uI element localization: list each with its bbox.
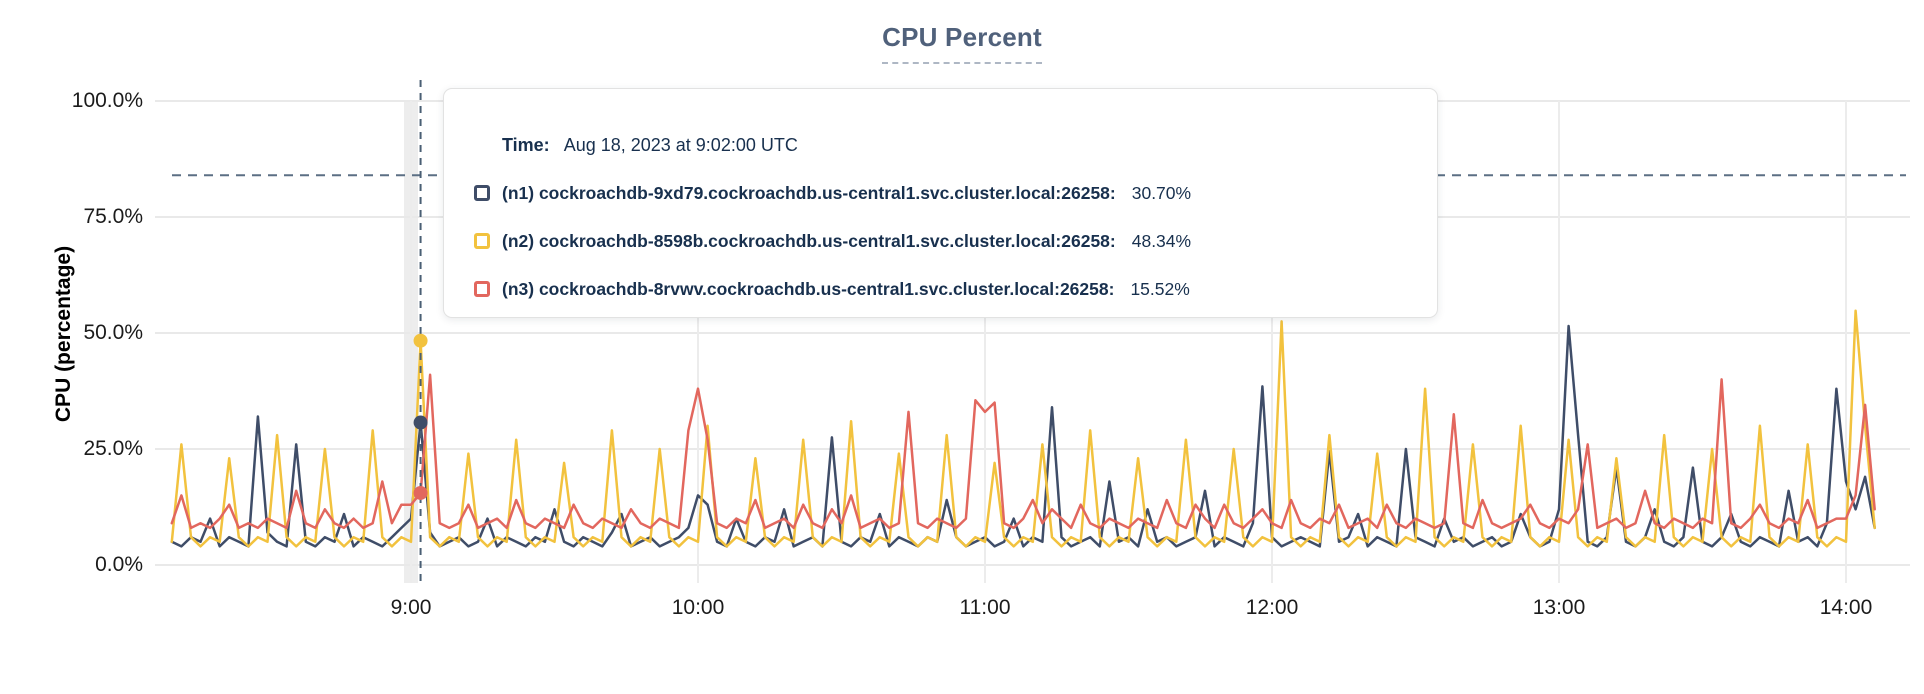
tooltip-series-row-n1: (n1) cockroachdb-9xd79.cockroachdb.us-ce…: [474, 181, 1407, 205]
y-tick-label: 75.0%: [83, 205, 143, 228]
tooltip-series-name: (n2) cockroachdb-8598b.cockroachdb.us-ce…: [502, 231, 1116, 251]
x-tick-label: 10:00: [671, 596, 725, 619]
y-tick-label: 50.0%: [83, 321, 143, 344]
x-tick-label: 12:00: [1245, 596, 1299, 619]
y-tick-label: 100.0%: [71, 89, 143, 112]
y-tick-label: 25.0%: [83, 437, 143, 460]
series-line-n1[interactable]: [170, 324, 1876, 548]
x-tick-label: 13:00: [1532, 596, 1586, 619]
chart-header: CPU Percent: [0, 22, 1924, 64]
x-tick-label: 9:00: [390, 596, 432, 619]
tooltip-time-value: Aug 18, 2023 at 9:02:00 UTC: [563, 135, 798, 155]
series-swatch-icon-n3: [474, 281, 490, 297]
chart-tooltip: Time: Aug 18, 2023 at 9:02:00 UTC (n1) co…: [443, 88, 1438, 318]
series-line-n2[interactable]: [170, 309, 1876, 548]
series-line-n3[interactable]: [170, 373, 1876, 530]
tooltip-series-row-n2: (n2) cockroachdb-8598b.cockroachdb.us-ce…: [474, 229, 1407, 253]
tooltip-series-name: (n1) cockroachdb-9xd79.cockroachdb.us-ce…: [502, 183, 1116, 203]
tooltip-time-label: Time:: [502, 135, 550, 155]
tooltip-series-name: (n3) cockroachdb-8rvwv.cockroachdb.us-ce…: [502, 279, 1115, 299]
hover-dot-n3: [413, 485, 428, 500]
hover-dot-n1: [413, 415, 428, 430]
x-tick-label: 11:00: [959, 596, 1011, 619]
tooltip-series-row-n3: (n3) cockroachdb-8rvwv.cockroachdb.us-ce…: [474, 277, 1407, 301]
tooltip-series-value: 48.34%: [1131, 231, 1192, 251]
series-swatch-icon-n1: [474, 185, 490, 201]
tooltip-time-row: Time: Aug 18, 2023 at 9:02:00 UTC: [502, 133, 1407, 157]
series-swatch-icon-n2: [474, 233, 490, 249]
tooltip-series-value: 15.52%: [1130, 279, 1190, 299]
x-tick-label: 14:00: [1819, 596, 1873, 619]
y-tick-label: 0.0%: [95, 553, 143, 576]
hover-dot-n2: [413, 333, 428, 348]
chart-title[interactable]: CPU Percent: [882, 22, 1042, 64]
tooltip-series-value: 30.70%: [1131, 183, 1192, 203]
